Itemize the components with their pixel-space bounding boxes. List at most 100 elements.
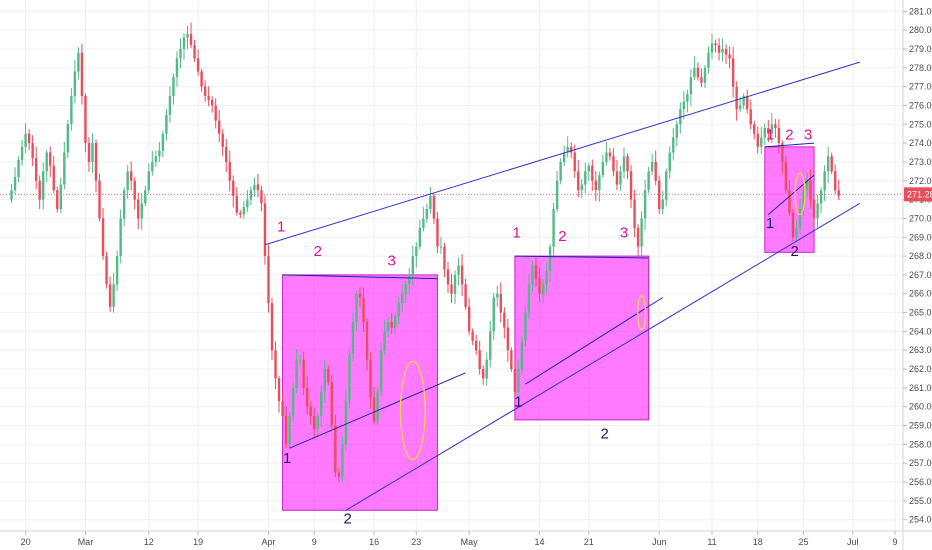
x-tick-label: 21 [584, 537, 594, 547]
y-tick-label: 263.00 [909, 345, 932, 355]
candle-body [795, 227, 798, 238]
candle-body [650, 161, 654, 172]
candle-body [355, 293, 358, 322]
y-tick-label: 256.00 [909, 477, 932, 487]
y-tick-label: 274.00 [909, 138, 932, 148]
candle-body [112, 284, 115, 307]
candle-body [738, 105, 742, 110]
y-tick-label: 269.00 [909, 232, 932, 242]
candle-body [460, 265, 464, 285]
candle-body [91, 143, 94, 162]
candle-body [577, 171, 580, 191]
trendline [264, 61, 860, 246]
candle-body [288, 416, 291, 445]
candle-body [689, 77, 693, 95]
pattern-box [514, 255, 650, 421]
candle-body [538, 278, 541, 294]
x-tick-label: 11 [707, 537, 716, 547]
candle-body [34, 158, 38, 181]
candle-body [643, 190, 647, 219]
pattern-label: 2 [600, 426, 608, 443]
candle-body [277, 378, 281, 402]
candle-body [401, 293, 404, 304]
candle-body [506, 327, 510, 351]
candle-body [640, 218, 643, 247]
candle-body [654, 161, 657, 181]
candle-body [295, 359, 298, 388]
candle-body [418, 227, 422, 247]
candle-body [422, 218, 425, 228]
x-tick-label: May [461, 537, 479, 547]
candle-body [210, 99, 214, 106]
candle-body [457, 265, 460, 275]
candle-body [425, 209, 429, 219]
candle-body [622, 156, 626, 172]
candle-body [203, 86, 207, 97]
candle-body [439, 246, 443, 248]
candle-body [541, 284, 545, 294]
candle-body [805, 180, 809, 191]
candle-body [724, 48, 728, 55]
candle-body [130, 171, 133, 181]
candle-body [555, 180, 559, 210]
candle-body [823, 171, 826, 191]
candle-body [253, 184, 256, 191]
candle-body [450, 284, 453, 294]
candle-body [700, 77, 703, 83]
candle-body [798, 209, 802, 228]
y-tick-label: 272.00 [909, 176, 932, 186]
candle-body [397, 303, 400, 317]
candle-body [675, 124, 678, 138]
candle-body [661, 199, 664, 210]
candle-body [196, 58, 200, 72]
candle-body [830, 156, 833, 172]
candle-body [263, 203, 267, 257]
highlight-circle [399, 360, 426, 461]
candle-body [819, 190, 823, 204]
candle-body [566, 146, 569, 153]
pattern-line [514, 255, 649, 259]
candle-body [186, 33, 189, 38]
time-axis: 20 Mar 12 19 Apr 9 16 23 May 14 21 Jun 11 18 25 Jul 9 [21, 531, 898, 547]
candle-body [256, 184, 260, 191]
y-tick-label: 261.00 [909, 383, 932, 393]
candle-body [27, 133, 31, 144]
candle-body [429, 195, 432, 210]
candle-body [665, 171, 668, 200]
highlight-circles [399, 172, 806, 461]
drawn-trendlines [264, 61, 861, 511]
candle-body [467, 306, 471, 332]
candle-body [453, 274, 457, 294]
y-tick-label: 264.00 [909, 326, 932, 336]
candle-body [714, 43, 717, 46]
candle-body [693, 67, 696, 78]
candle-body [492, 297, 495, 332]
candle-body [809, 180, 812, 200]
y-tick-label: 270.00 [909, 213, 932, 223]
current-price-tag: 271.28 [904, 187, 932, 202]
candle-body [436, 218, 439, 247]
candle-body [330, 382, 334, 426]
x-tick-label: 19 [193, 537, 203, 547]
candle-body [10, 190, 13, 200]
candle-body [802, 190, 805, 210]
candle-body [383, 331, 386, 351]
candle-body [774, 124, 777, 129]
candle-body [710, 43, 714, 53]
candle-body [358, 293, 362, 298]
candle-body [812, 199, 816, 219]
candle-body [478, 350, 481, 370]
candle-body [834, 171, 837, 191]
candle-body [165, 114, 168, 134]
candle-body [605, 152, 608, 162]
candle-body [559, 161, 562, 181]
candle-body [168, 96, 172, 115]
candle-body [77, 52, 80, 72]
candle-body [260, 190, 263, 204]
candle-body [49, 152, 52, 166]
candle-body [770, 124, 774, 134]
candle-body [66, 124, 70, 153]
candle-body [133, 180, 136, 200]
